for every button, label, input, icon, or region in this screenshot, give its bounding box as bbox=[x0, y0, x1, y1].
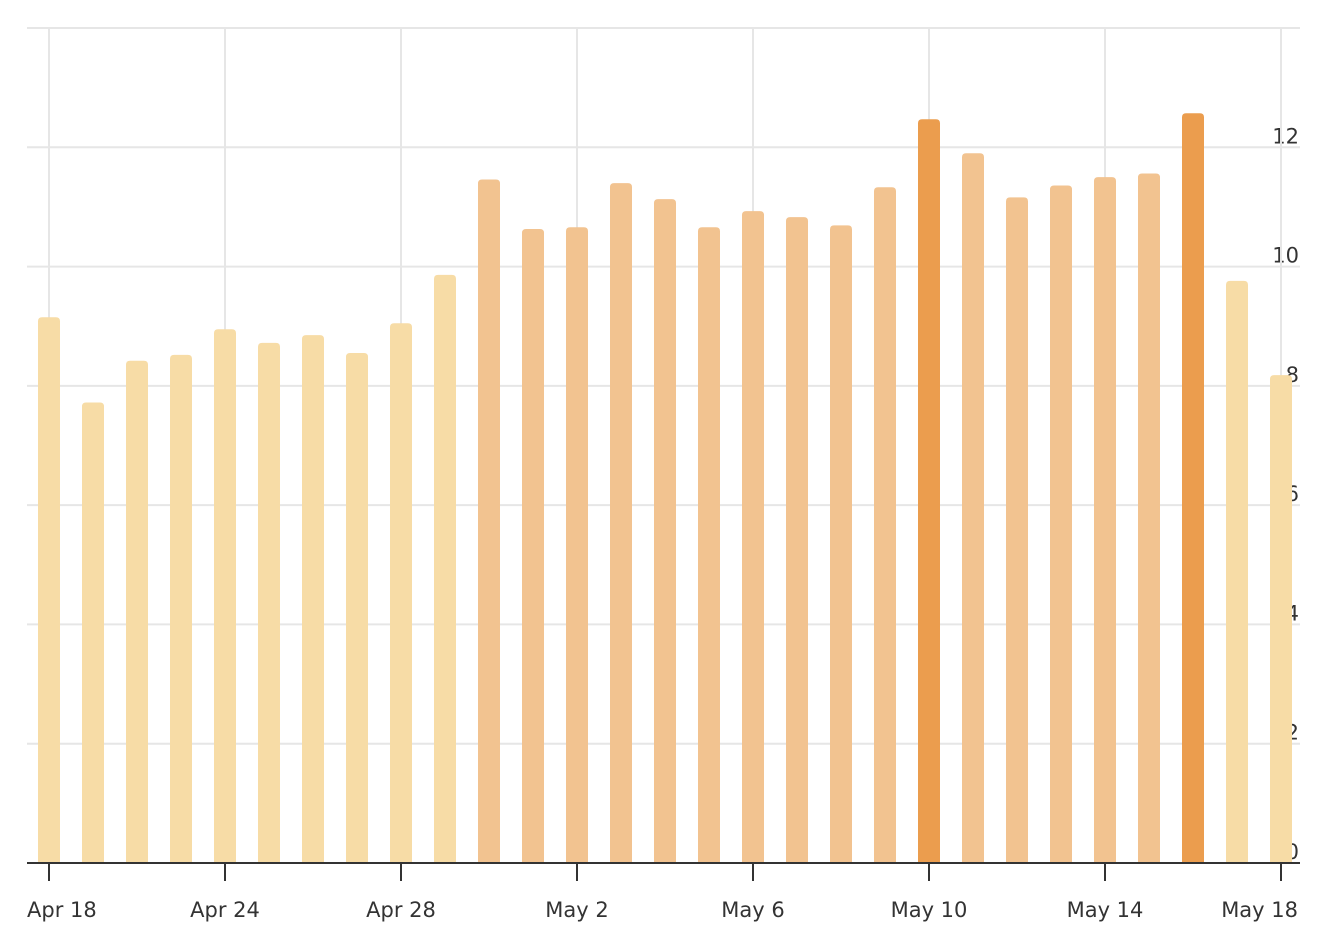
bar bbox=[258, 342, 280, 863]
y-tick-label: 10 bbox=[1272, 244, 1299, 268]
bar bbox=[346, 353, 368, 863]
bar bbox=[874, 187, 896, 863]
bar bbox=[302, 335, 324, 863]
bar bbox=[742, 211, 764, 863]
bar bbox=[830, 225, 852, 864]
bar bbox=[962, 153, 984, 863]
bar bbox=[1050, 185, 1072, 863]
x-tick-label: Apr 28 bbox=[366, 898, 436, 922]
bar bbox=[654, 199, 676, 864]
bar bbox=[82, 402, 104, 863]
bar bbox=[698, 227, 720, 863]
x-tick-label: May 2 bbox=[545, 898, 608, 922]
bar bbox=[38, 317, 60, 864]
bar bbox=[434, 274, 456, 864]
bar bbox=[170, 354, 192, 863]
bar bbox=[478, 179, 500, 863]
bar bbox=[1270, 375, 1292, 863]
bar bbox=[1006, 197, 1028, 863]
bar bbox=[610, 183, 632, 864]
bar bbox=[1226, 280, 1248, 863]
x-tick-label: May 14 bbox=[1067, 898, 1144, 922]
x-tick-label: Apr 24 bbox=[190, 898, 260, 922]
x-tick-label: May 6 bbox=[721, 898, 784, 922]
x-tick-label: May 10 bbox=[891, 898, 968, 922]
bar bbox=[918, 119, 940, 864]
bar bbox=[786, 217, 808, 863]
bar bbox=[126, 360, 148, 863]
bar bbox=[1138, 173, 1160, 863]
y-tick-label: 12 bbox=[1272, 124, 1299, 148]
bar bbox=[1182, 113, 1204, 863]
x-tick-label: Apr 18 bbox=[27, 898, 97, 922]
x-tick-label: May 18 bbox=[1221, 898, 1298, 922]
bar bbox=[1094, 177, 1116, 863]
bar bbox=[214, 329, 236, 864]
bar bbox=[566, 227, 588, 863]
bar bbox=[522, 228, 544, 863]
bar bbox=[390, 323, 412, 863]
